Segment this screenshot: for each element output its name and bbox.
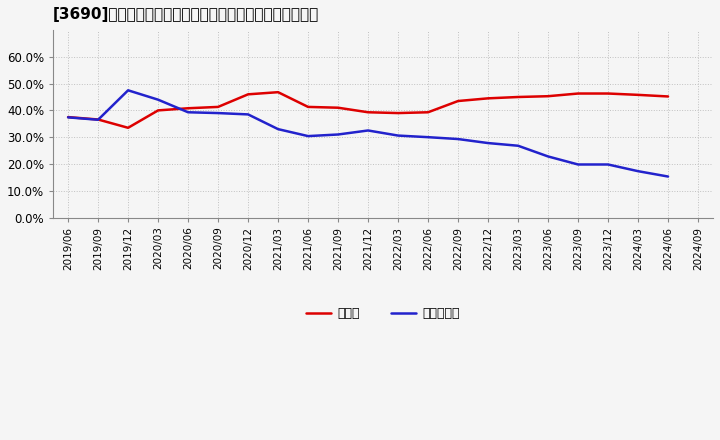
有利子負債 xyxy=(484,140,492,146)
現預金 xyxy=(304,104,312,110)
現預金 xyxy=(64,114,73,120)
有利子負債 xyxy=(154,97,163,103)
現預金 xyxy=(124,125,132,130)
現預金 xyxy=(214,104,222,110)
有利子負債 xyxy=(454,136,462,142)
有利子負債 xyxy=(364,128,372,133)
現預金 xyxy=(544,94,552,99)
現預金 xyxy=(244,92,253,97)
有利子負債 xyxy=(424,135,433,140)
有利子負債 xyxy=(604,162,613,167)
有利子負債 xyxy=(94,117,102,122)
Line: 有利子負債: 有利子負債 xyxy=(68,90,668,176)
Text: [3690]　現預金、有利子負債の総資産に対する比率の推移: [3690] 現預金、有利子負債の総資産に対する比率の推移 xyxy=(53,7,320,22)
有利子負債 xyxy=(514,143,523,148)
現預金 xyxy=(484,96,492,101)
有利子負債 xyxy=(184,110,192,115)
有利子負債 xyxy=(664,174,672,179)
現預金 xyxy=(514,94,523,99)
現預金 xyxy=(94,117,102,122)
現預金 xyxy=(634,92,642,98)
Legend: 現預金, 有利子負債: 現預金, 有利子負債 xyxy=(301,302,465,326)
有利子負債 xyxy=(334,132,343,137)
現預金 xyxy=(664,94,672,99)
有利子負債 xyxy=(274,126,282,132)
Line: 現預金: 現預金 xyxy=(68,92,668,128)
有利子負債 xyxy=(544,154,552,159)
有利子負債 xyxy=(394,133,402,138)
現預金 xyxy=(454,99,462,104)
現預金 xyxy=(424,110,433,115)
現預金 xyxy=(604,91,613,96)
現預金 xyxy=(274,90,282,95)
現預金 xyxy=(574,91,582,96)
有利子負債 xyxy=(214,110,222,116)
現預金 xyxy=(154,108,163,113)
有利子負債 xyxy=(124,88,132,93)
現預金 xyxy=(394,110,402,116)
現預金 xyxy=(334,105,343,110)
有利子負債 xyxy=(64,115,73,120)
有利子負債 xyxy=(304,133,312,139)
有利子負債 xyxy=(634,169,642,174)
現預金 xyxy=(364,110,372,115)
有利子負債 xyxy=(574,162,582,167)
有利子負債 xyxy=(244,112,253,117)
現預金 xyxy=(184,106,192,111)
